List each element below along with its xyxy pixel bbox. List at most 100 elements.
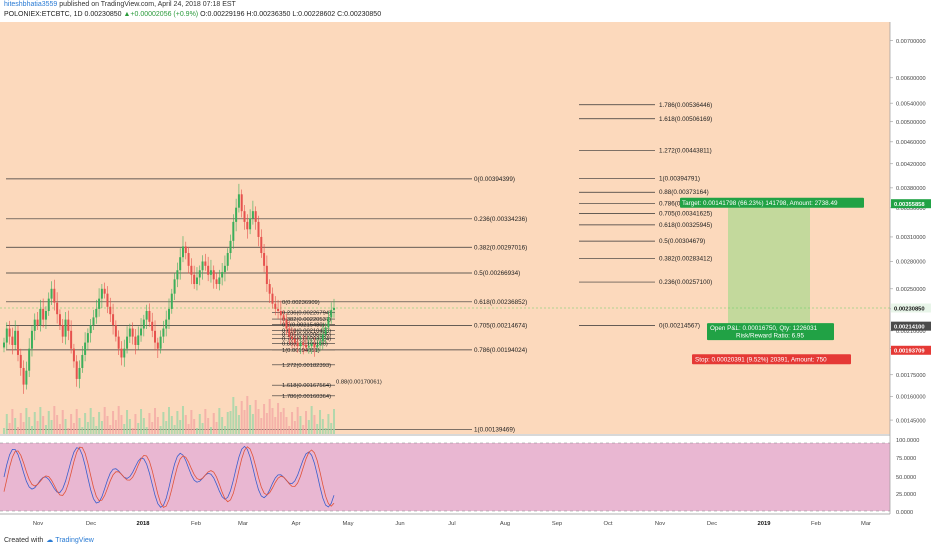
- candle-body: [22, 367, 25, 385]
- volume-bar: [92, 417, 95, 434]
- candle-body: [75, 361, 78, 379]
- candle-body: [70, 330, 73, 349]
- x-axis-tick-label: Dec: [707, 521, 717, 527]
- volume-bar: [53, 406, 56, 434]
- candle-body: [8, 328, 11, 337]
- fib-label-extension: 0.618(0.00325945): [659, 222, 712, 229]
- candle-body: [251, 211, 254, 219]
- current-price-badge-text: 0.00230850: [894, 306, 925, 312]
- candle-body: [14, 330, 17, 345]
- candle-body: [274, 303, 277, 309]
- volume-bar: [109, 425, 112, 434]
- footer: Created with ☁ TradingView: [0, 530, 932, 550]
- volume-bar: [285, 417, 288, 434]
- fib-label-main: 0.786(0.00194024): [474, 347, 527, 354]
- candle-body: [263, 253, 266, 266]
- volume-bar: [154, 408, 157, 434]
- volume-bar: [137, 423, 140, 434]
- volume-bar: [78, 418, 81, 434]
- volume-bar: [291, 412, 294, 434]
- fib-label-small: 1(0.00194051): [282, 348, 320, 354]
- volume-bar: [33, 412, 36, 434]
- volume-bar: [207, 418, 210, 434]
- volume-bar: [249, 405, 252, 434]
- volume-bar: [89, 408, 92, 434]
- rsi-layer: [3, 445, 335, 508]
- volume-bar: [327, 414, 330, 434]
- price-chart[interactable]: 0(0.00394399) 0.236(0.00334236) 0.382(0.00…: [0, 0, 932, 530]
- volume-bar: [16, 427, 19, 434]
- fib-label-small: 0.705(0.00206695): [282, 333, 331, 339]
- fib-label-small: 1.786(0.00160364): [282, 394, 331, 400]
- tradingview-brand[interactable]: TradingView: [55, 537, 94, 544]
- publish-line: hiteshbhatia3559 published on TradingVie…: [4, 1, 236, 8]
- candle-body: [120, 348, 123, 358]
- target-price-badge-text: 0.00355858: [894, 202, 925, 208]
- x-axis-tick-label: 2019: [758, 521, 772, 527]
- volume-bar: [22, 422, 25, 434]
- volume-bar: [307, 420, 310, 434]
- candle-body: [145, 310, 148, 320]
- candle-body: [179, 257, 182, 271]
- candle-body: [305, 344, 308, 348]
- candle-body: [313, 343, 316, 348]
- candle-body: [47, 298, 50, 311]
- x-axis-tick-label: Aug: [500, 521, 510, 527]
- volume-bar: [145, 427, 148, 434]
- volume-bar: [126, 410, 129, 434]
- candle-body: [330, 309, 333, 318]
- candle-body: [151, 321, 154, 331]
- candle-body: [56, 302, 59, 315]
- volume-bar: [288, 426, 291, 434]
- candle-body: [277, 308, 280, 311]
- volume-bar: [56, 415, 59, 434]
- candle-body: [288, 328, 291, 337]
- candle-body: [58, 314, 61, 326]
- candle-body: [36, 319, 39, 326]
- publish-info: published on TradingView.com, April 24, …: [59, 1, 236, 8]
- candle-body: [296, 342, 299, 347]
- stop-badge-text: Stop: 0.00020391 (9.52%) 20391, Amount: …: [695, 357, 827, 364]
- rsi-tick-label: 50.0000: [896, 475, 916, 481]
- fib-label-main: 0.382(0.00297016): [474, 244, 527, 251]
- stop-price-badge: [891, 345, 931, 355]
- fib-label-extension: 1.618(0.00506169): [659, 116, 712, 123]
- volume-bar: [218, 408, 221, 434]
- candle-body: [285, 319, 288, 329]
- candle-body: [42, 308, 45, 320]
- rsi-band: [0, 443, 890, 511]
- volume-bar: [279, 412, 282, 434]
- fib-label-small: 0.5(0.00215480): [282, 323, 325, 329]
- candle-body: [170, 293, 173, 309]
- fib-label-extension: 0.88(0.00373164): [659, 189, 709, 196]
- fib-label-extension: 0.705(0.00341625): [659, 211, 712, 218]
- candle-body: [61, 325, 64, 337]
- volume-bar: [193, 419, 196, 434]
- volume-bar: [117, 406, 120, 434]
- volume-bar: [36, 421, 39, 434]
- volume-bar: [8, 423, 11, 434]
- candle-body: [173, 279, 176, 294]
- open-pnl-text: Open P&L: 0.00016750, Qty: 1226031: [710, 325, 818, 332]
- symbol: POLONIEX:ETCBTC, 1D: [4, 11, 83, 18]
- x-axis-tick-label: Mar: [238, 521, 248, 527]
- candle-body: [148, 310, 151, 322]
- y-axis-tick-label: 0.00600000: [896, 76, 926, 82]
- drawings-layer: 0(0.00394399) 0.236(0.00334236) 0.382(0.00…: [0, 102, 890, 433]
- candle-body: [204, 261, 207, 266]
- candle-body: [165, 319, 168, 329]
- volume-bar: [100, 421, 103, 434]
- volume-bar: [293, 421, 296, 434]
- author-link[interactable]: hiteshbhatia3559: [4, 1, 58, 8]
- volume-bar: [271, 408, 274, 434]
- volume-bar: [209, 427, 212, 434]
- volume-bar: [232, 397, 235, 434]
- volume-bar: [229, 411, 232, 434]
- candle-body: [190, 265, 193, 275]
- change-value: +0.00002056 (+0.9%): [130, 11, 199, 18]
- volume-bar: [201, 423, 204, 434]
- volume-bar: [316, 424, 319, 434]
- volume-bar: [254, 400, 257, 434]
- volume-bar: [14, 418, 17, 434]
- candle-body: [162, 328, 165, 337]
